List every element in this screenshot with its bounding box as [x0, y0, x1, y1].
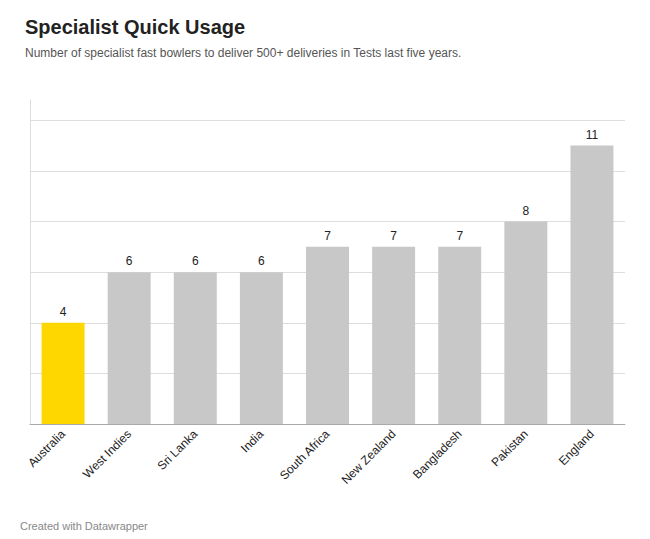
svg-text:Specialist Quick Usage: Specialist Quick Usage — [25, 16, 245, 38]
svg-text:7: 7 — [390, 229, 397, 243]
svg-text:11: 11 — [586, 128, 599, 142]
svg-text:7: 7 — [324, 229, 331, 243]
svg-text:New Zealand: New Zealand — [339, 427, 399, 487]
svg-text:South Africa: South Africa — [277, 427, 333, 483]
svg-text:Pakistan: Pakistan — [488, 427, 530, 469]
svg-text:8: 8 — [522, 204, 529, 218]
svg-text:Created with Datawrapper: Created with Datawrapper — [20, 520, 148, 532]
svg-text:4: 4 — [60, 305, 67, 319]
svg-text:Number of specialist fast bowl: Number of specialist fast bowlers to del… — [25, 46, 461, 60]
svg-text:6: 6 — [192, 254, 199, 268]
svg-text:7: 7 — [456, 229, 463, 243]
svg-text:Australia: Australia — [25, 427, 68, 470]
svg-text:England: England — [556, 427, 597, 468]
svg-text:6: 6 — [126, 254, 133, 268]
svg-text:Sri Lanka: Sri Lanka — [155, 427, 201, 473]
svg-text:Bangladesh: Bangladesh — [410, 427, 465, 482]
svg-text:6: 6 — [258, 254, 265, 268]
svg-text:India: India — [238, 427, 267, 456]
svg-text:West Indies: West Indies — [80, 427, 134, 481]
